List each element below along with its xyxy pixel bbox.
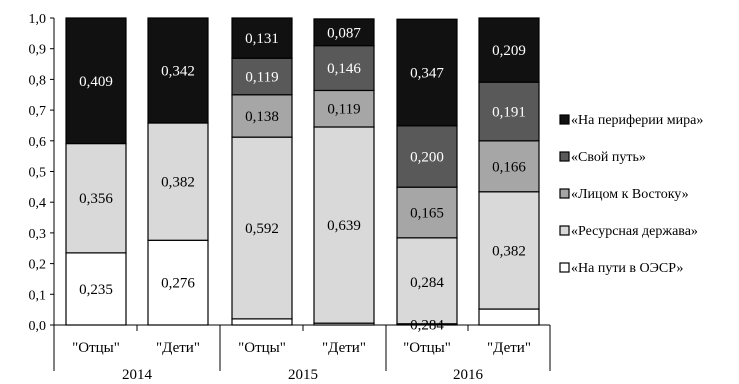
bar-segment xyxy=(147,122,209,241)
legend-label: «Ресурсная держава» xyxy=(571,224,698,239)
bar-data-label: 0,284 xyxy=(410,317,444,333)
bar-segment xyxy=(396,125,458,188)
x-category-label: "Дети" xyxy=(487,340,531,356)
x-group-label: 2014 xyxy=(122,367,153,383)
bar-data-label: 0,209 xyxy=(492,43,526,59)
bar-data-label: 0,191 xyxy=(492,104,526,120)
bar-data-label: 0,131 xyxy=(245,31,279,47)
bar-data-label: 0,119 xyxy=(327,102,360,118)
bar-data-label: 0,382 xyxy=(161,175,195,191)
bar-segment xyxy=(147,239,209,326)
y-tick-label: 0,5 xyxy=(29,166,47,181)
bar-data-label: 0,146 xyxy=(327,61,361,77)
x-category-label: "Отцы" xyxy=(403,340,451,356)
bar-data-label: 0,235 xyxy=(79,282,113,298)
x-category-label: "Дети" xyxy=(156,340,200,356)
legend-swatch xyxy=(559,151,570,162)
y-tick-label: 0,3 xyxy=(29,227,47,242)
x-category-label: "Дети" xyxy=(322,340,366,356)
bar-segment xyxy=(65,17,127,145)
y-tick-label: 1,0 xyxy=(29,12,47,27)
bar-segment xyxy=(478,17,540,83)
bar-data-label: 0,276 xyxy=(161,276,195,292)
bar-data-label: 0,342 xyxy=(161,63,195,79)
legend-swatch xyxy=(559,188,570,199)
bar-segment xyxy=(313,89,375,128)
legend-label: «На пути в ОЭСР» xyxy=(571,261,683,276)
bar-segment xyxy=(396,18,458,127)
bar-segment xyxy=(231,17,293,59)
legend-swatch xyxy=(559,262,570,273)
bar-segment xyxy=(396,186,458,239)
bar-data-label: 0,284 xyxy=(410,275,444,291)
bar-segment xyxy=(313,126,375,324)
bar-segment xyxy=(231,318,293,326)
bars xyxy=(65,17,540,326)
bar-segment xyxy=(147,17,209,124)
y-tick-label: 0,9 xyxy=(29,43,47,58)
y-tick-label: 0,1 xyxy=(29,288,47,303)
bar-segment xyxy=(65,252,127,326)
bar-data-label: 0,166 xyxy=(492,159,526,175)
bar-data-label: 0,382 xyxy=(492,243,526,259)
x-group-label: 2015 xyxy=(288,367,318,383)
legend: «На периферии мира» «Свой путь» «Лицом к В… xyxy=(559,113,703,276)
bar-data-label: 0,119 xyxy=(245,69,278,85)
legend-label: «Лицом к Востоку» xyxy=(571,187,689,202)
bar-segment xyxy=(65,142,127,254)
y-tick-label: 0,6 xyxy=(29,135,47,150)
x-category-label: "Отцы" xyxy=(238,340,286,356)
bar-data-label: 0,200 xyxy=(410,149,444,165)
bar-data-label: 0,592 xyxy=(245,221,279,237)
bar-data-label: 0,639 xyxy=(327,218,361,234)
bar-segment xyxy=(478,81,540,142)
y-tick-label: 0,2 xyxy=(29,258,47,273)
legend-swatch xyxy=(559,114,570,125)
bar-data-label: 0,356 xyxy=(79,191,113,207)
legend-swatch xyxy=(559,225,570,236)
bar-segment xyxy=(396,237,458,325)
axes: 0,0 0,1 0,2 0,3 0,4 0,5 0,6 0,7 0,8 0,9 1,0 xyxy=(29,12,551,371)
bar-data-label: 0,409 xyxy=(79,74,113,90)
bar-segment xyxy=(478,140,540,193)
y-tick-label: 0,8 xyxy=(29,73,47,88)
bar-data-label: 0,165 xyxy=(410,205,444,221)
bar-segment xyxy=(313,18,375,47)
x-axis-labels: "Отцы" "Дети" "Отцы" "Дети" "Отцы" "Дети"2014… xyxy=(72,340,531,383)
bar-data-label: 0,347 xyxy=(410,65,444,81)
bar-labels: 0,235 0,356 0,409 0,276 0,382 0,342 0,592 0,138… xyxy=(79,25,526,333)
bar-data-label: 0,087 xyxy=(327,25,361,41)
y-tick-label: 0,7 xyxy=(29,104,47,119)
x-group-label: 2016 xyxy=(453,367,484,383)
y-tick-label: 0,0 xyxy=(29,319,47,334)
bar-segment xyxy=(478,308,540,326)
y-tick-label: 0,4 xyxy=(29,196,47,211)
legend-label: «На периферии мира» xyxy=(571,113,703,128)
x-category-label: "Отцы" xyxy=(72,340,120,356)
bar-segment xyxy=(313,45,375,92)
bar-data-label: 0,138 xyxy=(245,109,279,125)
legend-label: «Свой путь» xyxy=(571,150,646,165)
